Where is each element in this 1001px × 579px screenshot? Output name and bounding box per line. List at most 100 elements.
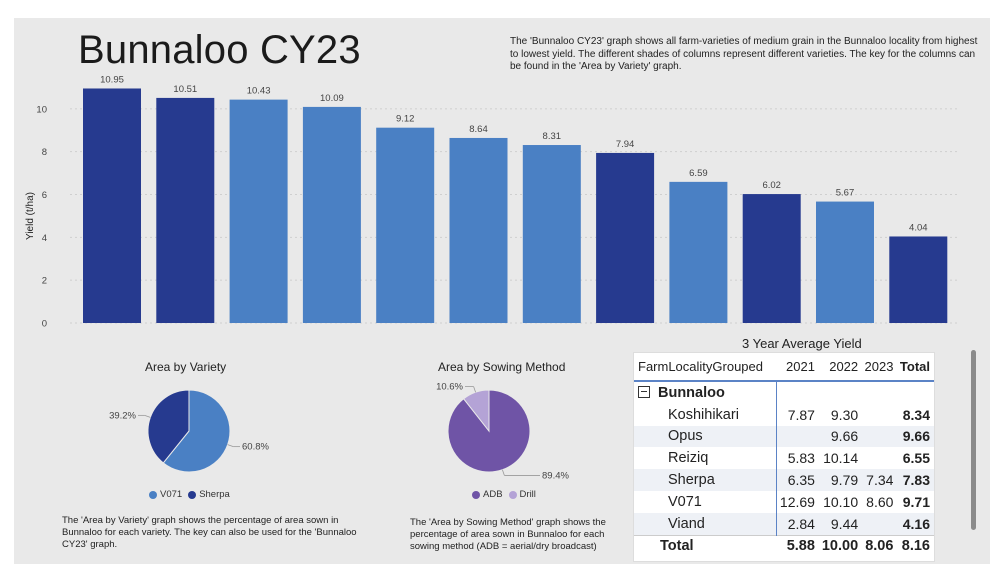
bar-10[interactable]: [742, 194, 801, 323]
bar-4[interactable]: [302, 106, 361, 324]
yield-table-container: FarmLocalityGrouped 2021 2022 2023 Total Bun…: [633, 352, 935, 562]
table-cell: 9.71: [902, 493, 930, 510]
page-title: Bunnaloo CY23: [78, 28, 361, 72]
table-row[interactable]: V071 12.69 10.10 8.60 9.71: [634, 490, 934, 513]
column-header[interactable]: Total: [897, 353, 934, 382]
bar-8[interactable]: [596, 152, 655, 323]
yield-table: FarmLocalityGrouped 2021 2022 2023 Total Bun…: [634, 353, 934, 558]
area-by-sowing-description: The 'Area by Sowing Method' graph shows …: [410, 517, 606, 552]
bar-value-label: 8.64: [469, 124, 488, 135]
legend-label-drill: Drill: [519, 489, 536, 500]
bar-value-label: 5.67: [836, 188, 855, 199]
bar-value-label: 6.02: [762, 180, 781, 191]
table-cell: 9.79: [818, 469, 863, 491]
table-cell: 4.16: [897, 512, 934, 536]
group-cell[interactable]: Bunnaloo: [634, 381, 778, 404]
table-cell: 9.30: [830, 406, 859, 423]
bar-1[interactable]: [83, 88, 141, 323]
row-label: V071: [634, 490, 778, 513]
y-tick-label: 4: [42, 233, 47, 244]
bar-7[interactable]: [522, 145, 581, 323]
column-header[interactable]: 2023: [862, 353, 898, 382]
table-cell: 2.84: [776, 512, 819, 536]
pie-value-label: 10.6%: [436, 382, 463, 393]
total-cell: 10.00: [818, 534, 863, 558]
pie-value-label: 60.8%: [242, 442, 269, 453]
area-by-variety-legend: V071 Sherpa: [149, 489, 230, 500]
bar-value-label: 9.12: [396, 114, 415, 125]
collapse-icon[interactable]: [638, 385, 650, 398]
area-by-sowing-title: Area by Sowing Method: [438, 360, 566, 374]
column-header[interactable]: FarmLocalityGrouped: [634, 353, 777, 382]
area-by-variety-description: The 'Area by Variety' graph shows the pe…: [62, 515, 357, 550]
table-cell: [776, 425, 819, 448]
table-row[interactable]: Sherpa 6.35 9.79 7.34 7.83: [634, 469, 934, 491]
table-row[interactable]: Reiziq 5.83 10.14 6.55: [634, 447, 934, 470]
table-cell: [897, 381, 934, 404]
table-cell: 6.35: [776, 469, 819, 491]
bar-2[interactable]: [156, 97, 215, 324]
table-cell: 8.34: [902, 406, 930, 423]
table-body: Bunnaloo Koshihikari 7.87 9.30 8.34 Opus 9.66 9…: [634, 381, 934, 558]
table-row[interactable]: Koshihikari 7.87 9.30 8.34: [634, 403, 934, 426]
table-cell: [862, 404, 897, 426]
y-axis-label: Yield (t/ha): [25, 192, 36, 240]
scrollbar[interactable]: [971, 350, 976, 530]
row-label: Sherpa: [634, 469, 778, 491]
legend-label-v071: V071: [160, 489, 183, 500]
row-label: Koshihikari: [634, 403, 778, 426]
table-group-row: Bunnaloo: [634, 381, 934, 404]
table-cell: [862, 425, 898, 448]
table-cell: 9.44: [818, 512, 863, 536]
table-cell: [862, 512, 898, 536]
bar-value-label: 6.59: [689, 168, 708, 179]
pie-value-label: 89.4%: [542, 470, 569, 480]
table-cell: 7.87: [787, 406, 815, 423]
pie-leader-line: [144, 414, 151, 418]
table-cell: [862, 381, 897, 404]
bar-9[interactable]: [669, 181, 728, 323]
bar-3[interactable]: [229, 99, 288, 323]
bar-marks: 10.95 10.51 10.43 10.09 9.12 8.64 8.31 7.94 6.59…: [83, 74, 948, 324]
area-by-sowing-legend: ADB Drill: [472, 489, 536, 500]
column-header[interactable]: 2022: [818, 353, 863, 382]
table-cell: 10.14: [823, 450, 859, 467]
pie-slice-v071[interactable]: [162, 389, 231, 473]
bar-12[interactable]: [889, 236, 948, 323]
table-cell: [819, 381, 862, 404]
table-title: 3 Year Average Yield: [742, 336, 862, 351]
total-cell: 5.88: [776, 534, 819, 558]
y-tick-label: 10: [36, 104, 47, 115]
bar-value-label: 4.04: [909, 222, 928, 233]
y-tick-label: 8: [42, 147, 47, 158]
table-cell: 5.83: [787, 450, 815, 467]
pie-slice-sherpa[interactable]: [147, 389, 190, 464]
pie-leader-line: [227, 444, 234, 448]
table-cell: 8.60: [866, 493, 894, 510]
bar-value-label: 10.43: [247, 86, 271, 97]
column-header[interactable]: 2021: [776, 353, 819, 382]
table-total-row: Total 5.88 10.00 8.06 8.16: [634, 534, 934, 558]
bar-value-label: 7.94: [616, 139, 635, 150]
legend-dot-sherpa: [188, 490, 197, 499]
area-by-variety-pie: 60.8% 39.2%: [109, 389, 269, 473]
bar-chart-description: The 'Bunnaloo CY23' graph shows all farm…: [510, 36, 978, 72]
bar-11[interactable]: [816, 201, 874, 323]
table-row[interactable]: Viand 2.84 9.44 4.16: [634, 512, 934, 536]
legend-dot-adb: [472, 490, 480, 499]
total-cell: 8.16: [897, 534, 934, 558]
table-row[interactable]: Opus 9.66 9.66: [634, 425, 934, 448]
legend-label-sherpa: Sherpa: [199, 489, 230, 500]
pie-slice-drill[interactable]: [462, 389, 490, 433]
row-label: Reiziq: [634, 447, 778, 470]
table-cell: 6.55: [902, 450, 930, 467]
table-cell: 10.10: [823, 493, 859, 510]
bar-5[interactable]: [376, 127, 435, 324]
area-by-sowing-pie: 89.4% 10.6%: [436, 382, 569, 480]
total-label: Total: [634, 534, 777, 558]
legend-label-adb: ADB: [483, 489, 503, 500]
bar-6[interactable]: [449, 137, 508, 323]
bar-value-label: 10.51: [173, 84, 197, 95]
y-tick-label: 6: [42, 190, 47, 201]
y-tick-label: 0: [42, 319, 47, 330]
